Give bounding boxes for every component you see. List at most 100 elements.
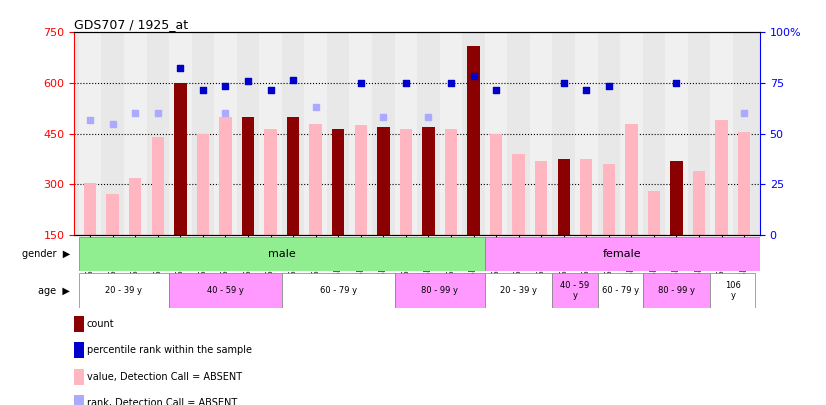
Bar [282, 273, 395, 308]
Point [287, 77, 300, 83]
Text: 40 - 59
y: 40 - 59 y [560, 281, 590, 300]
Bar [693, 171, 705, 235]
Text: age  ▶: age ▶ [38, 286, 70, 296]
Bar [575, 32, 597, 235]
Text: female: female [603, 249, 642, 259]
Bar [665, 32, 688, 235]
Bar [214, 32, 237, 235]
Bar [558, 159, 570, 235]
Point [241, 78, 254, 85]
Bar [648, 191, 660, 235]
Bar [710, 273, 756, 308]
Bar [349, 32, 372, 235]
Point [219, 110, 232, 117]
Bar [107, 194, 119, 235]
Point [490, 87, 503, 93]
Bar [192, 32, 214, 235]
Bar [78, 237, 485, 271]
Bar [400, 129, 412, 235]
Text: 80 - 99 y: 80 - 99 y [658, 286, 695, 295]
Bar [620, 32, 643, 235]
Bar [102, 32, 124, 235]
Bar [259, 32, 282, 235]
Point [219, 83, 232, 90]
Point [197, 87, 210, 93]
Bar [78, 32, 102, 235]
Bar [264, 129, 277, 235]
Point [738, 110, 751, 117]
Bar [439, 32, 463, 235]
Bar [287, 117, 299, 235]
Text: 20 - 39 y: 20 - 39 y [106, 286, 142, 295]
Bar [670, 161, 682, 235]
Point [151, 110, 164, 117]
Bar [169, 32, 192, 235]
Bar [197, 134, 209, 235]
Point [444, 80, 458, 86]
Bar [715, 120, 728, 235]
Bar [422, 127, 434, 235]
Bar [310, 124, 322, 235]
Text: 40 - 59 y: 40 - 59 y [207, 286, 244, 295]
Text: 106
y: 106 y [725, 281, 741, 300]
Bar [417, 32, 439, 235]
Text: value, Detection Call = ABSENT: value, Detection Call = ABSENT [87, 372, 242, 382]
Point [580, 87, 593, 93]
Bar [710, 32, 733, 235]
Text: 20 - 39 y: 20 - 39 y [500, 286, 537, 295]
Bar [553, 32, 575, 235]
Bar [490, 134, 502, 235]
Point [106, 120, 119, 127]
Point [354, 80, 368, 86]
Point [399, 80, 412, 86]
Bar [129, 177, 141, 235]
Text: GDS707 / 1925_at: GDS707 / 1925_at [74, 18, 188, 31]
Bar [146, 32, 169, 235]
Text: 60 - 79 y: 60 - 79 y [601, 286, 638, 295]
Bar [603, 164, 615, 235]
Bar [625, 124, 638, 235]
Bar [463, 32, 485, 235]
Bar [84, 183, 97, 235]
Text: count: count [87, 319, 114, 329]
Text: 60 - 79 y: 60 - 79 y [320, 286, 357, 295]
Bar [237, 32, 259, 235]
Point [557, 80, 570, 86]
Bar [377, 127, 390, 235]
Point [602, 83, 615, 90]
Point [129, 110, 142, 117]
Bar [304, 32, 327, 235]
Bar [738, 132, 750, 235]
Point [173, 65, 187, 71]
Text: percentile rank within the sample: percentile rank within the sample [87, 345, 252, 355]
Point [309, 103, 322, 110]
Bar [733, 32, 756, 235]
Bar [124, 32, 146, 235]
Bar [174, 83, 187, 235]
Bar [332, 129, 344, 235]
Point [264, 87, 278, 93]
Bar [152, 137, 164, 235]
Bar [643, 273, 710, 308]
Point [467, 73, 480, 79]
Point [422, 113, 435, 120]
Bar [395, 273, 485, 308]
Bar [597, 273, 643, 308]
Bar [688, 32, 710, 235]
Bar [485, 32, 507, 235]
Bar [444, 129, 457, 235]
Bar [242, 117, 254, 235]
Bar [282, 32, 304, 235]
Bar [512, 154, 525, 235]
Text: 80 - 99 y: 80 - 99 y [421, 286, 458, 295]
Bar [354, 125, 367, 235]
Point [377, 113, 390, 120]
Bar [485, 273, 553, 308]
Bar [553, 273, 597, 308]
Bar [468, 46, 480, 235]
Text: rank, Detection Call = ABSENT: rank, Detection Call = ABSENT [87, 398, 237, 405]
Bar [395, 32, 417, 235]
Text: male: male [268, 249, 296, 259]
Bar [597, 32, 620, 235]
Bar [507, 32, 530, 235]
